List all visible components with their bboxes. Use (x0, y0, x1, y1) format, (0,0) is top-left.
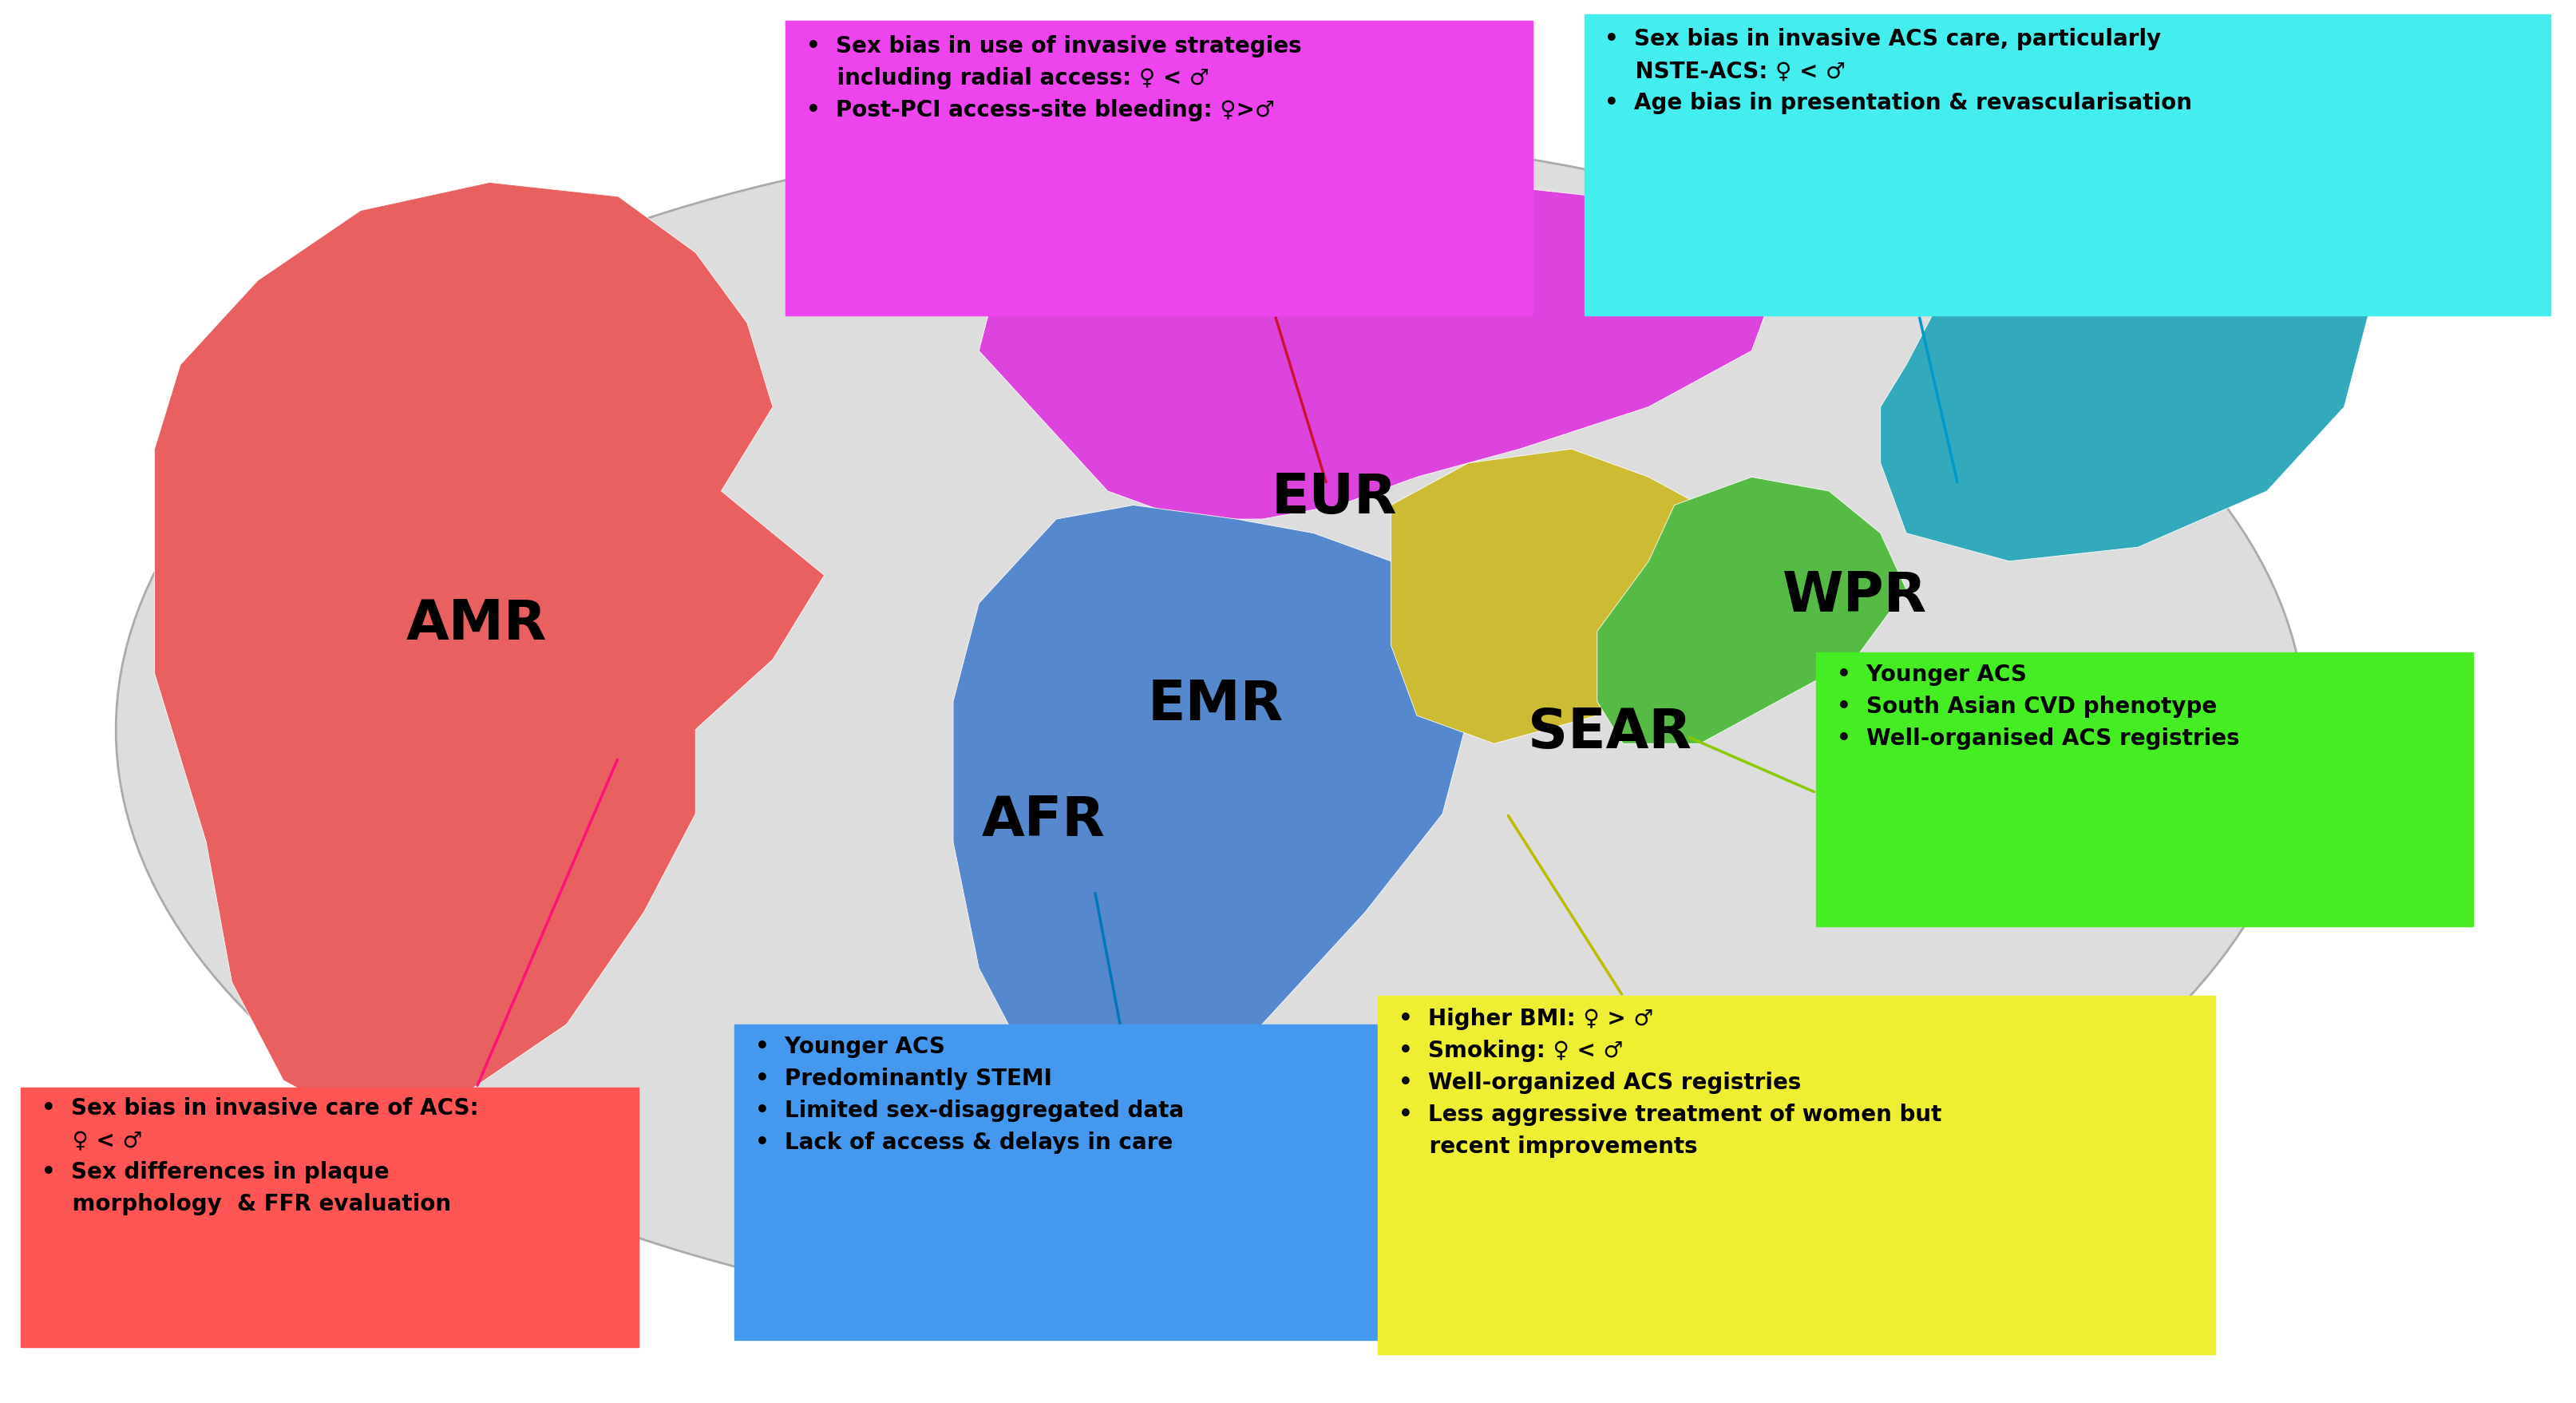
Text: EMR: EMR (1149, 678, 1283, 731)
Text: •  Sex bias in invasive care of ACS:
    ♀ < ♂
•  Sex differences in plaque
    : • Sex bias in invasive care of ACS: ♀ < … (41, 1097, 479, 1215)
Text: •  Younger ACS
•  Predominantly STEMI
•  Limited sex-disaggregated data
•  Lack : • Younger ACS • Predominantly STEMI • Li… (755, 1035, 1182, 1153)
FancyBboxPatch shape (1816, 652, 2473, 926)
Text: •  Younger ACS
•  South Asian CVD phenotype
•  Well-organised ACS registries: • Younger ACS • South Asian CVD phenotyp… (1837, 664, 2239, 751)
Text: WPR: WPR (1783, 570, 1927, 623)
Polygon shape (155, 182, 824, 1122)
Text: •  Sex bias in invasive ACS care, particularly
    NSTE-ACS: ♀ < ♂
•  Age bias i: • Sex bias in invasive ACS care, particu… (1605, 28, 2192, 115)
FancyBboxPatch shape (1378, 996, 2215, 1354)
Ellipse shape (116, 133, 2306, 1326)
Text: SEAR: SEAR (1528, 706, 1692, 759)
FancyBboxPatch shape (786, 21, 1533, 316)
Text: •  Sex bias in use of invasive strategies
    including radial access: ♀ < ♂
•  : • Sex bias in use of invasive strategies… (806, 35, 1301, 122)
Polygon shape (953, 505, 1468, 1108)
FancyBboxPatch shape (734, 1024, 1417, 1340)
Text: AMR: AMR (407, 598, 546, 651)
Polygon shape (1597, 477, 1906, 744)
FancyBboxPatch shape (1584, 14, 2550, 316)
FancyBboxPatch shape (21, 1087, 639, 1347)
Polygon shape (1391, 449, 1726, 744)
Text: AFR: AFR (981, 794, 1105, 847)
Polygon shape (979, 126, 1777, 519)
Text: EUR: EUR (1273, 471, 1396, 525)
Text: •  Higher BMI: ♀ > ♂
•  Smoking: ♀ < ♂
•  Well-organized ACS registries
•  Less : • Higher BMI: ♀ > ♂ • Smoking: ♀ < ♂ • W… (1399, 1007, 1942, 1157)
Polygon shape (1880, 182, 2370, 561)
